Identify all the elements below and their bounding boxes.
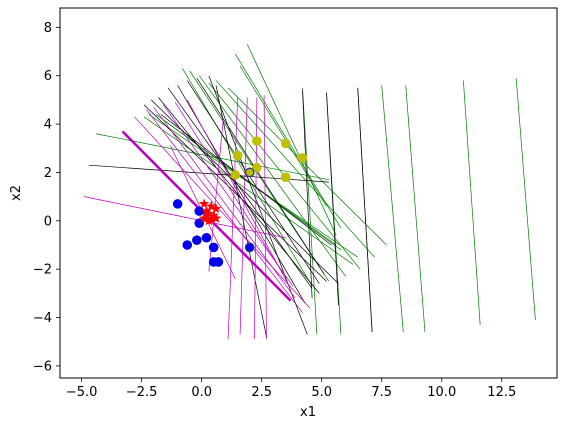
y-tick-label-3: 0 [44,214,52,229]
red-star-1 [206,200,217,211]
green-line-20 [515,78,536,320]
x-axis-label: x1 [300,405,316,420]
blue-point-9 [244,242,255,253]
magenta-line-2 [146,109,303,313]
x-tick-label-2: 0.0 [191,385,212,400]
green-line-11 [95,133,329,181]
green-line-8 [239,65,327,207]
black-line-9 [160,114,332,246]
red-star-6 [203,215,215,226]
green-line-4 [215,80,375,258]
x-tick-label-5: 7.5 [371,385,392,400]
x-axis-ticks: −5.0 −2.5 0.0 2.5 5.0 7.5 10.0 12.5 [66,378,516,400]
plot-area [83,44,536,340]
blue-point-6 [208,242,219,253]
green-line-14 [302,87,318,335]
black-line-6 [196,77,325,275]
magenta-line-4 [162,104,294,287]
blue-point-0 [172,199,183,209]
outlined-point-1 [244,242,255,253]
olive-point-2 [280,138,291,149]
olive-point-3 [297,153,308,163]
olive-point-0 [232,150,243,161]
red-star-9 [206,214,217,225]
black-line-7 [208,75,308,335]
y-tick-label-1: −4 [33,311,52,326]
red-star-2 [210,203,222,214]
black-line-0 [143,104,327,282]
blue-point-5 [201,232,212,243]
x-tick-label-1: −2.5 [126,385,158,400]
x-tick-label-0: −5.0 [66,385,98,400]
black-line-13 [357,87,373,333]
red-star-4 [208,210,219,221]
green-line-2 [198,75,346,277]
green-line-6 [246,44,337,236]
y-tick-label-4: 2 [44,166,52,181]
x-tick-label-6: 10.0 [427,385,456,400]
olive-point-7 [244,167,255,178]
red-star-7 [210,212,222,223]
black-line-10 [215,85,267,337]
magenta-line-7 [227,97,239,340]
blue-point-8 [213,257,224,267]
x-tick-label-3: 2.5 [251,385,272,400]
red-star-8 [201,205,212,216]
black-line-3 [167,87,313,289]
magenta-line-10 [263,95,267,340]
olive-point-6 [280,172,291,183]
red-star-0 [198,198,210,209]
y-tick-label-6: 6 [44,69,52,84]
magenta-line-3 [153,106,296,299]
blue-point-3 [182,240,193,250]
y-tick-label-2: −2 [33,263,52,278]
black-line-11 [302,90,313,299]
green-line-17 [381,85,404,333]
blue-point-4 [192,235,202,245]
y-tick-label-5: 4 [44,118,52,133]
magenta-line-1 [134,116,310,309]
x-tick-label-4: 5.0 [311,385,332,400]
black-line-5 [186,80,320,284]
olive-point-5 [252,162,262,173]
magenta-line-0 [83,196,286,239]
magenta-line-8 [239,97,248,335]
green-line-18 [405,85,426,333]
outlined-point-0 [244,167,255,178]
red-star-5 [198,212,210,223]
axes-frame [59,7,558,379]
y-tick-label-7: 8 [44,21,52,36]
green-line-19 [463,80,481,325]
data-layer [83,44,536,340]
y-axis-label: x2 [9,185,24,201]
black-line-12 [326,92,339,306]
olive-point-4 [230,170,241,180]
x-tick-label-7: 12.5 [487,385,516,400]
y-axis-ticks: −6 −4 −2 0 2 4 6 8 [33,21,60,374]
y-tick-label-0: −6 [33,359,52,374]
olive-point-1 [252,136,262,146]
magenta-line-6 [186,99,289,284]
blue-point-1 [194,206,205,216]
